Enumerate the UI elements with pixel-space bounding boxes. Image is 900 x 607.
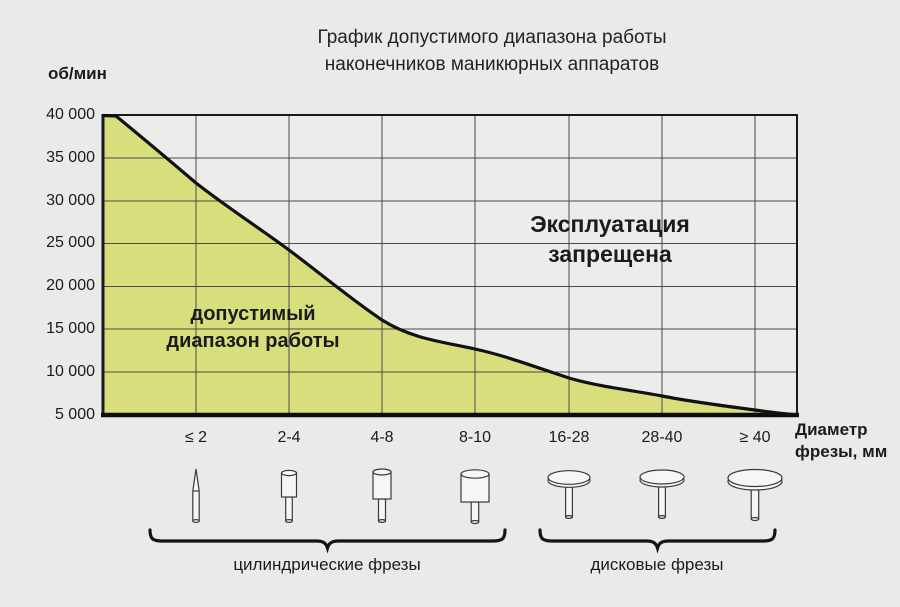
y-tick-30000: 30 000 — [46, 192, 95, 209]
x-axis-title-line2: фрезы, мм — [795, 442, 888, 461]
cutter-icons — [192, 468, 783, 525]
medium-disc-bit-icon — [639, 469, 685, 519]
allowed-region-label-line2: диапазон работы — [166, 330, 340, 352]
y-tick-40000: 40 000 — [46, 106, 95, 123]
disc-group-brace — [538, 528, 777, 554]
small-disc-bit-icon — [547, 470, 591, 519]
x-cat-8-10: 8-10 — [458, 429, 492, 446]
x-cat-28-40: 28-40 — [641, 429, 683, 446]
y-tick-5000: 5 000 — [54, 406, 95, 423]
y-axis-unit-label: об/мин — [48, 64, 107, 83]
chart-title-line1: График допустимого диапазона работы — [317, 27, 667, 48]
cylindrical-group-brace — [148, 528, 507, 554]
y-tick-15000: 15 000 — [46, 320, 95, 337]
x-axis-title: Диаметр фрезы, мм — [795, 419, 895, 463]
x-cat-le2: ≤ 2 — [184, 429, 208, 446]
x-cat-4-8: 4-8 — [370, 429, 394, 446]
needle-bit-icon — [192, 468, 200, 523]
x-cat-16-28: 16-28 — [548, 429, 590, 446]
plot-border — [101, 114, 799, 418]
x-axis-title-line1: Диаметр — [795, 420, 868, 439]
x-cat-ge40: ≥ 40 — [739, 429, 771, 446]
chart-title: График допустимого диапазона работы нако… — [242, 24, 742, 78]
allowed-region-label-line1: допустимый — [190, 303, 316, 325]
allowed-region-fill — [103, 115, 792, 415]
medium-cylinder-bit-icon — [372, 468, 392, 523]
disc-group-label: дисковые фрезы — [590, 555, 724, 574]
forbidden-region-label: Эксплуатация запрещена — [494, 209, 726, 269]
large-disc-bit-icon — [727, 468, 783, 522]
limit-curve — [101, 113, 794, 417]
large-cylinder-bit-icon — [460, 469, 490, 525]
y-tick-35000: 35 000 — [46, 149, 95, 166]
y-tick-25000: 25 000 — [46, 234, 95, 251]
chart-title-line2: наконечников маникюрных аппаратов — [324, 54, 660, 75]
x-cat-2-4: 2-4 — [277, 429, 301, 446]
allowed-region-label: допустимый диапазон работы — [147, 301, 359, 355]
small-cylinder-bit-icon — [280, 469, 298, 523]
cylindrical-group-label: цилиндрические фрезы — [233, 555, 421, 574]
forbidden-region-label-line2: запрещена — [548, 241, 672, 267]
y-tick-20000: 20 000 — [46, 277, 95, 294]
forbidden-region-label-line1: Эксплуатация — [530, 211, 690, 237]
y-tick-10000: 10 000 — [46, 363, 95, 380]
